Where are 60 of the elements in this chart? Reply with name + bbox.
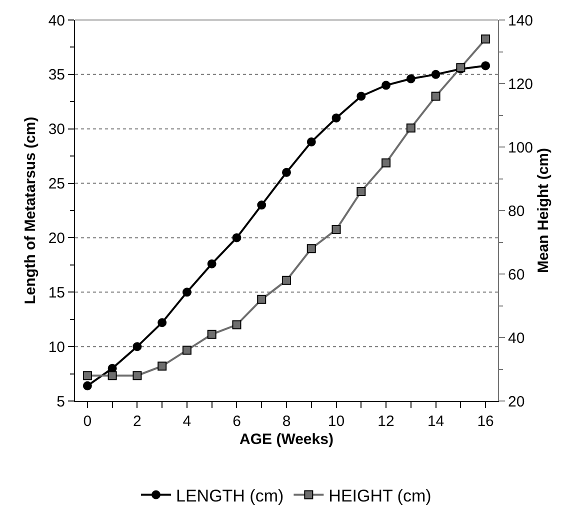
y-tick-label: 35 [48,66,65,84]
y2-tick-label: 120 [508,76,534,93]
y-tick-label: 30 [48,121,65,138]
point [257,294,266,304]
x-tick-label: 14 [427,413,444,430]
legend-label: LENGTH (cm) [176,486,284,506]
y-axis-title: Length of Metatarsus (cm) [22,116,39,304]
y-tick-label: 5 [56,393,65,410]
y2-tick-label: 140 [508,12,534,30]
point [481,34,490,44]
point [207,259,216,268]
y-tick-label: 15 [48,284,65,302]
x-tick-label: 6 [232,413,241,430]
x-tick-label: 0 [83,413,92,430]
point [182,288,192,297]
point [431,92,440,101]
point [481,61,490,70]
point [406,123,416,132]
point [431,70,440,79]
point [82,381,92,390]
x-tick-label: 2 [133,413,142,430]
y2-tick-label: 80 [508,202,525,220]
point [82,371,92,380]
point [158,318,167,328]
y-tick-label: 20 [48,230,65,247]
y-tick-label: 25 [48,176,65,193]
point [232,233,242,242]
x-tick-label: 12 [378,413,394,430]
y2-tick-label: 60 [508,266,525,284]
x-tick-label: 10 [328,413,345,430]
point [132,371,142,380]
point [282,168,291,177]
point [356,92,366,101]
x-tick-label: 16 [477,413,494,430]
x-tick-label: 8 [282,413,291,430]
legend-label: HEIGHT (cm) [328,486,432,506]
y2-axis-title: Mean Height (cm) [535,148,552,274]
point [406,74,416,84]
y2-tick-label: 20 [508,393,525,410]
point [232,320,242,330]
y2-tick-label: 100 [508,139,534,156]
point [158,362,167,371]
point [207,330,216,339]
point [108,371,117,380]
point [306,137,316,146]
point [132,342,142,352]
x-axis-title: AGE (Weeks) [240,431,334,448]
point [306,244,316,254]
point [182,346,192,355]
point [382,158,391,168]
point [332,113,341,122]
point [282,276,291,285]
x-tick-label: 4 [182,413,192,430]
point [356,186,366,196]
point [257,200,266,210]
y2-tick-label: 40 [508,330,525,347]
point [382,80,391,90]
point [332,225,341,234]
y-tick-label: 40 [48,12,65,30]
y-tick-label: 10 [48,338,65,356]
